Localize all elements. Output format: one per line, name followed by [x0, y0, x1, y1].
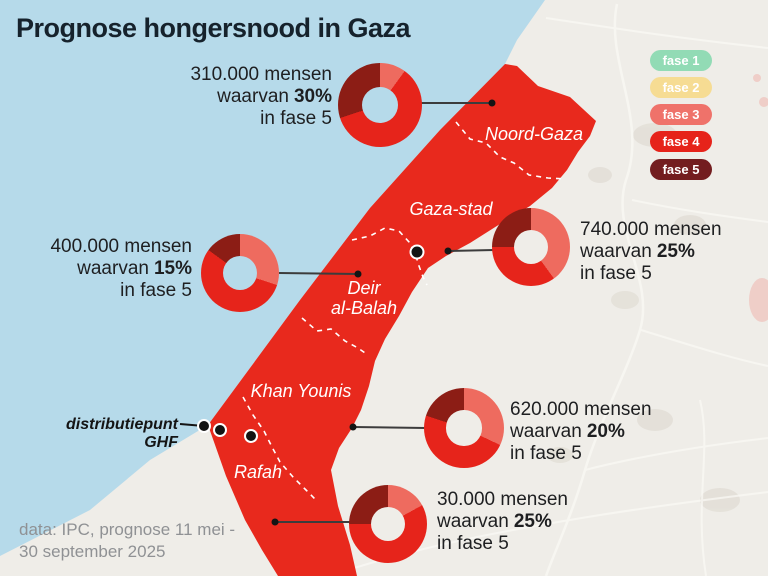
connector-dot	[354, 270, 362, 278]
region-label-deir-al-balah: Deir al-Balah	[331, 278, 397, 318]
pink-areas	[749, 74, 768, 322]
ghf-point-marker	[409, 244, 425, 260]
region-border	[351, 227, 428, 286]
annotation-deir-al-balah: 400.000 mensen waarvan 15% in fase 5	[14, 236, 192, 302]
ghf-point-marker	[213, 423, 227, 437]
connector-line	[278, 272, 359, 275]
connector-lines	[179, 102, 495, 523]
annotation-khan-younis: 620.000 mensen waarvan 20% in fase 5	[510, 399, 700, 465]
donut-chart-rafah	[349, 485, 427, 563]
region-label-line: Deir	[347, 278, 381, 298]
annotation-people: 740.000 mensen	[580, 219, 722, 240]
region-label-noord-gaza: Noord-Gaza	[484, 124, 584, 144]
page-title: Prognose hongersnood in Gaza	[16, 13, 411, 43]
annotation-rafah: 30.000 mensen waarvan 25% in fase 5	[437, 489, 627, 555]
annotation-phase: in fase 5	[510, 443, 582, 464]
connector-line	[447, 249, 495, 252]
annotation-phase: in fase 5	[120, 280, 192, 301]
legend-pill-fase4: fase 4	[650, 131, 712, 152]
connector-dot	[271, 518, 279, 526]
annotation-people: 400.000 mensen	[50, 236, 192, 257]
annotation-phase: in fase 5	[580, 263, 652, 284]
connector-dot	[488, 99, 496, 107]
ghf-distribution-label: distributiepunt GHF	[66, 416, 178, 451]
annotation-phase: in fase 5	[260, 108, 332, 129]
legend-pill-fase5: fase 5	[650, 159, 712, 180]
annotation-people: 620.000 mensen	[510, 399, 652, 420]
region-border	[455, 121, 567, 180]
annotation-phase: in fase 5	[437, 533, 509, 554]
region-label-rafah: Rafah	[233, 462, 283, 482]
donut-chart-noord-gaza	[338, 63, 422, 147]
annotation-share: waarvan 25%	[437, 511, 552, 532]
source-note: data: IPC, prognose 11 mei - 30 septembe…	[19, 519, 235, 563]
donut-chart-khan-younis	[424, 388, 504, 468]
annotation-share: waarvan 25%	[580, 241, 695, 262]
connector-dot	[444, 247, 452, 255]
annotation-share: waarvan 30%	[217, 86, 332, 107]
region-borders	[242, 121, 567, 502]
legend-pill-fase2: fase 2	[650, 77, 712, 98]
annotation-people: 30.000 mensen	[437, 489, 568, 510]
annotation-gaza-stad: 740.000 mensen waarvan 25% in fase 5	[580, 219, 760, 285]
connector-dot	[349, 423, 357, 431]
ghf-point-marker	[197, 419, 211, 433]
annotation-share: waarvan 20%	[510, 421, 625, 442]
region-border	[301, 317, 369, 356]
source-line: data: IPC, prognose 11 mei -	[19, 520, 236, 539]
ghf-point-markers	[197, 244, 425, 443]
donut-chart-deir-al-balah	[201, 234, 279, 312]
connector-line	[352, 426, 427, 429]
annotation-share: waarvan 15%	[77, 258, 192, 279]
connector-dots	[271, 99, 496, 526]
annotation-noord-gaza: 310.000 mensen waarvan 30% in fase 5	[140, 64, 332, 130]
region-border	[242, 396, 318, 502]
legend-pill-fase3: fase 3	[650, 104, 712, 125]
region-label-line: al-Balah	[330, 298, 398, 318]
region-label-gaza-stad: Gaza-stad	[409, 199, 493, 219]
annotation-people: 310.000 mensen	[190, 64, 332, 85]
region-label-khan-younis: Khan Younis	[250, 381, 352, 401]
ghf-point-marker	[244, 429, 258, 443]
legend-pill-fase1: fase 1	[650, 50, 712, 71]
gaza-strip	[208, 64, 596, 576]
donut-chart-gaza-stad	[492, 208, 570, 286]
source-line: 30 september 2025	[19, 542, 166, 561]
